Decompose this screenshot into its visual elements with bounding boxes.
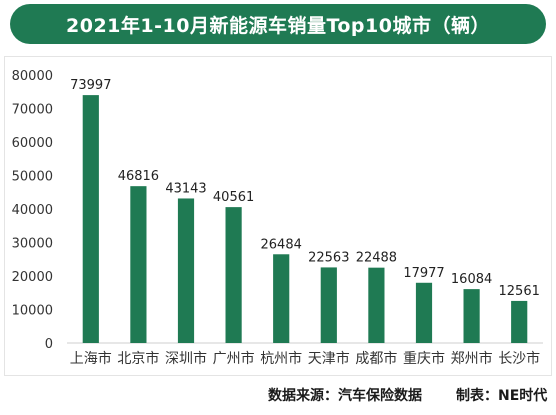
data-label: 22563	[308, 250, 349, 265]
data-label: 46816	[118, 169, 159, 184]
bar-1	[82, 95, 99, 343]
bar-3	[177, 198, 195, 343]
y-tick-label: 30000	[12, 237, 53, 252]
data-label: 26484	[261, 237, 302, 252]
data-label: 12561	[499, 284, 540, 299]
x-tick-label: 成都市	[355, 350, 397, 367]
bar-4	[225, 207, 242, 343]
x-tick-label: 长沙市	[498, 350, 540, 367]
data-label: 40561	[213, 190, 254, 205]
bar-8	[415, 282, 433, 343]
data-source-text: 数据来源：汽车保险数据	[268, 388, 422, 404]
bar-7	[368, 267, 385, 343]
y-tick-label: 80000	[12, 69, 53, 84]
data-label: 73997	[70, 78, 111, 93]
x-tick-label: 重庆市	[403, 350, 445, 367]
x-tick-label: 郑州市	[451, 350, 493, 367]
bar-10	[511, 300, 528, 343]
x-tick-label: 深圳市	[165, 350, 207, 367]
y-tick-label: 60000	[12, 136, 53, 151]
footer: 数据来源：汽车保险数据 制表：NE时代	[0, 382, 556, 406]
data-label: 22488	[356, 251, 397, 266]
bar-2	[130, 186, 147, 343]
chart-frame: 0 10000 20000 30000 40000 50000 60000 70000 8000…	[4, 56, 552, 376]
bar-6	[320, 267, 337, 343]
y-tick-label: 40000	[12, 203, 53, 218]
credit-text: 制表：NE时代	[456, 388, 548, 404]
bar-9	[463, 289, 480, 343]
x-tick-label: 杭州市	[260, 350, 302, 367]
bar-5	[273, 254, 290, 343]
x-tick-label: 天津市	[308, 350, 350, 367]
y-tick-label: 70000	[12, 103, 53, 118]
y-tick-label: 0	[45, 337, 53, 352]
x-tick-label: 北京市	[117, 350, 159, 367]
bar-chart: 0 10000 20000 30000 40000 50000 60000 70000 8000…	[12, 69, 543, 367]
y-tick-label: 20000	[12, 270, 53, 285]
data-label: 43143	[165, 181, 206, 196]
x-tick-label: 上海市	[70, 350, 112, 367]
x-tick-label: 广州市	[213, 350, 255, 367]
y-tick-label: 10000	[12, 304, 53, 319]
y-tick-label: 50000	[12, 170, 53, 185]
data-label: 17977	[403, 266, 444, 281]
data-label: 16084	[451, 272, 492, 287]
chart-title: 2021年1-10月新能源车销量Top10城市（辆）	[10, 4, 546, 44]
